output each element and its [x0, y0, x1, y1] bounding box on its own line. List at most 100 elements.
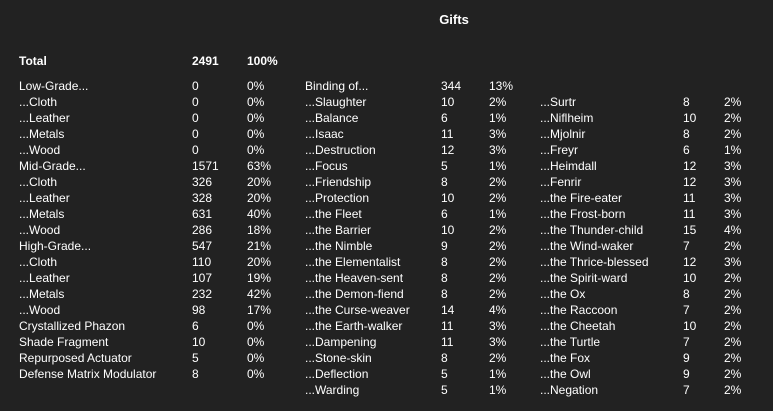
gift-count: 8 [441, 351, 448, 365]
gift-percent: 2% [724, 335, 742, 349]
gift-count: 7 [683, 383, 690, 397]
gift-label: Defense Matrix Modulator [19, 367, 157, 381]
gift-label: ...Isaac [305, 127, 344, 141]
gift-count: 286 [192, 223, 213, 237]
gift-percent: 3% [489, 143, 507, 157]
gift-percent: 2% [489, 191, 507, 205]
gift-percent: 0% [247, 127, 265, 141]
gift-label: ...the Thunder-child [540, 223, 644, 237]
gift-percent: 0% [247, 335, 265, 349]
gift-label: ...Leather [19, 271, 70, 285]
gift-count: 0 [192, 127, 199, 141]
gift-label: ...Metals [19, 127, 65, 141]
gift-percent: 2% [489, 255, 507, 269]
gift-percent: 19% [247, 271, 272, 285]
gift-count: 11 [441, 335, 454, 349]
gift-count: 326 [192, 175, 213, 189]
gift-label: ...the Turtle [540, 335, 601, 349]
gift-percent: 0% [247, 79, 265, 93]
gift-percent: 2% [724, 319, 742, 333]
gift-label: ...Wood [19, 223, 61, 237]
gift-percent: 2% [489, 223, 507, 237]
gift-percent: 20% [247, 255, 272, 269]
gift-label: ...Leather [19, 111, 70, 125]
gift-percent: 1% [489, 383, 507, 397]
gift-label: High-Grade... [19, 239, 92, 253]
gift-label: ...Destruction [305, 143, 376, 157]
gift-percent: 3% [724, 207, 742, 221]
gift-percent: 1% [489, 111, 507, 125]
gift-count: 6 [441, 111, 448, 125]
gift-label: ...Cloth [19, 175, 58, 189]
gift-count: 5 [441, 367, 448, 381]
gift-label: ...Surtr [540, 95, 577, 109]
gift-count: 7 [683, 303, 690, 317]
gift-percent: 2% [724, 127, 742, 141]
gift-percent: 0% [247, 367, 265, 381]
gift-percent: 2% [489, 239, 507, 253]
gift-label: ...the Demon-fiend [305, 287, 404, 301]
gift-percent: 3% [724, 175, 742, 189]
gift-percent: 2% [724, 111, 742, 125]
gift-count: 6 [192, 319, 199, 333]
gift-count: 98 [192, 303, 206, 317]
gift-label: ...the Earth-walker [305, 319, 403, 333]
gift-count: 9 [441, 239, 448, 253]
gift-label: ...the Fire-eater [540, 191, 623, 205]
gift-percent: 3% [724, 159, 742, 173]
gift-label: ...Warding [305, 383, 360, 397]
gift-label: Shade Fragment [19, 335, 109, 349]
gift-count: 11 [683, 191, 696, 205]
gift-count: 8 [441, 271, 448, 285]
gift-percent: 21% [247, 239, 272, 253]
gift-count: 11 [683, 207, 696, 221]
gift-label: ...the Wind-waker [540, 239, 634, 253]
gift-label: ...Cloth [19, 255, 58, 269]
gift-percent: 2% [489, 175, 507, 189]
gift-percent: 4% [489, 303, 507, 317]
gift-label: ...the Raccoon [540, 303, 618, 317]
gift-count: 344 [441, 79, 462, 93]
gift-count: 11 [441, 319, 454, 333]
gift-label: ...Niflheim [540, 111, 594, 125]
gift-percent: 2% [724, 383, 742, 397]
gift-percent: 2% [724, 95, 742, 109]
gift-count: 0 [192, 111, 199, 125]
gift-count: 5 [441, 383, 448, 397]
gift-count: 5 [192, 351, 199, 365]
gift-label: ...the Barrier [305, 223, 372, 237]
gift-count: 10 [683, 111, 697, 125]
gift-percent: 3% [489, 335, 507, 349]
gift-count: 8 [683, 287, 690, 301]
gift-count: 10 [683, 319, 697, 333]
gift-label: ...Stone-skin [305, 351, 372, 365]
gift-count: 1571 [192, 159, 219, 173]
gift-label: ...Negation [540, 383, 599, 397]
gift-label: ...the Spirit-ward [540, 271, 628, 285]
gift-count: 12 [441, 143, 455, 157]
gift-label: ...the Fox [540, 351, 591, 365]
gift-percent: 2% [724, 367, 742, 381]
gift-percent: 1% [489, 159, 507, 173]
gift-count: 8 [441, 175, 448, 189]
gift-label: ...Leather [19, 191, 70, 205]
gift-label: ...the Ox [540, 287, 586, 301]
gift-percent: 0% [247, 95, 265, 109]
gift-label: ...Balance [305, 111, 359, 125]
gift-count: 0 [192, 143, 199, 157]
gift-count: 110 [192, 255, 212, 269]
gift-count: 10 [441, 223, 455, 237]
gift-count: 12 [683, 175, 697, 189]
gift-label: ...Mjolnir [540, 127, 586, 141]
gift-percent: 1% [489, 367, 507, 381]
gift-label: Mid-Grade... [19, 159, 86, 173]
gift-label: ...Deflection [305, 367, 369, 381]
gift-percent: 2% [724, 303, 742, 317]
gift-percent: 2% [489, 287, 507, 301]
total-count: 2491 [192, 54, 219, 68]
gift-label: ...the Curse-weaver [305, 303, 410, 317]
gift-percent: 20% [247, 175, 272, 189]
gift-label: ...Friendship [305, 175, 372, 189]
gift-label: ...the Elementalist [305, 255, 401, 269]
